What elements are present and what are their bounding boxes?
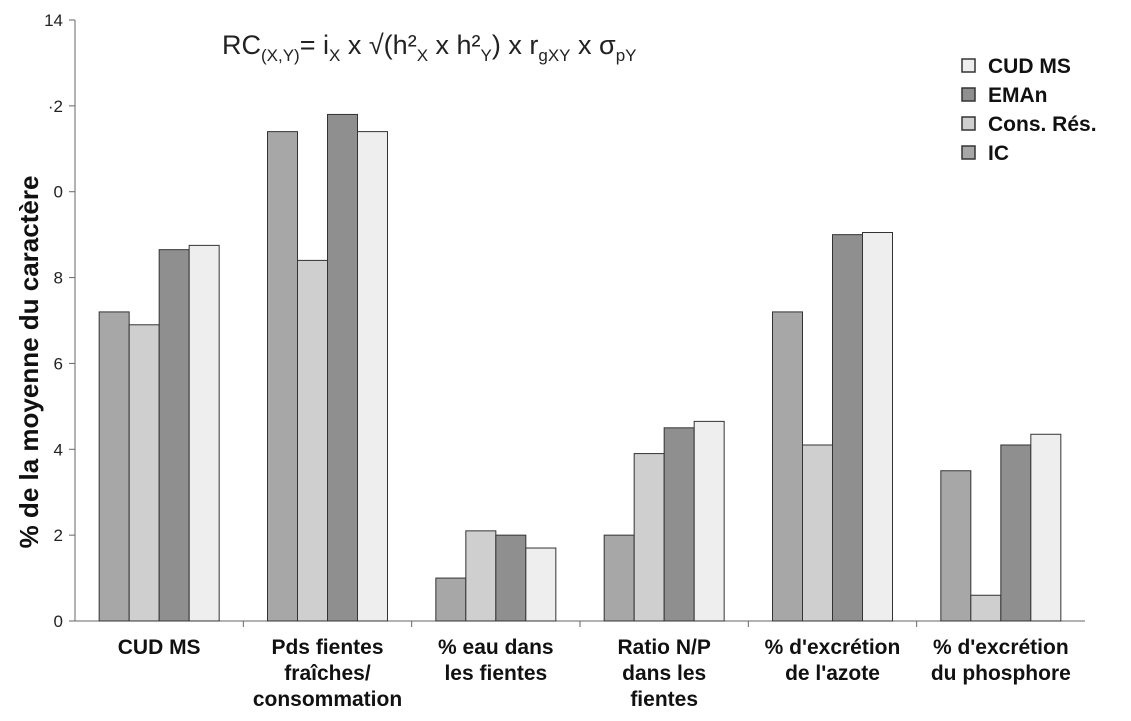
bar-cons-r-s- bbox=[802, 444, 833, 622]
y-tick-label: 4 bbox=[54, 440, 63, 459]
bar-cons-r-s- bbox=[128, 324, 160, 622]
x-category-label: % d'excrétion du phosphore bbox=[931, 636, 1071, 685]
y-tick-label: 0 bbox=[54, 612, 63, 631]
bar-eman bbox=[832, 234, 863, 622]
legend-swatch bbox=[961, 116, 976, 131]
bar-cons-r-s- bbox=[297, 259, 328, 622]
bar-cud-ms bbox=[693, 420, 725, 622]
bar-eman bbox=[663, 427, 695, 622]
y-tick-label: 14 bbox=[44, 11, 63, 30]
bar-cud-ms bbox=[357, 131, 388, 622]
chart-bars bbox=[98, 113, 1062, 622]
x-category-label: % d'excrétion de l'azote bbox=[765, 636, 901, 685]
y-tick-label: ·2 bbox=[48, 97, 63, 116]
bar-cons-r-s- bbox=[465, 530, 497, 622]
bar-ic bbox=[940, 470, 972, 622]
x-category-labels: CUD MS Pds fientes fraîches/consommation % … bbox=[118, 636, 1071, 711]
bar-ic bbox=[267, 131, 298, 622]
bar-cons-r-s- bbox=[970, 594, 1002, 622]
y-axis-title: % de la moyenne du caractère bbox=[14, 176, 44, 549]
x-category-label: Ratio N/P dans les fientes bbox=[617, 636, 710, 711]
x-category-label: % eau dans les fientes bbox=[438, 636, 554, 685]
chart-axes bbox=[69, 19, 1085, 627]
legend-label: Cons. Rés. bbox=[988, 113, 1097, 136]
bar-ic bbox=[772, 311, 803, 622]
bar-eman bbox=[327, 113, 358, 622]
legend-swatch bbox=[961, 58, 976, 73]
bar-ic bbox=[603, 534, 635, 622]
bar-eman bbox=[495, 534, 527, 622]
bar-cud-ms bbox=[525, 547, 557, 622]
chart-legend: CUD MS EMAn Cons. Rés. IC bbox=[961, 55, 1097, 165]
y-tick-label: 6 bbox=[54, 354, 63, 373]
bar-cud-ms bbox=[1030, 433, 1062, 622]
bar-ic bbox=[98, 311, 130, 622]
bar-ic bbox=[435, 577, 467, 622]
y-tick-label: 2 bbox=[54, 526, 63, 545]
chart-formula-title: RC(X,Y)= iX x √(h²X x h²Y) x rgXY x σpY bbox=[222, 30, 637, 65]
legend-label: EMAn bbox=[988, 84, 1048, 107]
legend-swatch bbox=[961, 145, 976, 160]
y-tick-labels: 0 2 4 6 8 0 ·2 14 bbox=[44, 11, 63, 631]
bar-cons-r-s- bbox=[633, 453, 665, 622]
legend-label: IC bbox=[988, 142, 1009, 165]
bar-eman bbox=[1000, 444, 1032, 622]
bar-cud-ms bbox=[862, 231, 893, 622]
bar-eman bbox=[158, 249, 190, 622]
y-tick-label: 0 bbox=[54, 183, 63, 202]
y-tick-label: 8 bbox=[54, 269, 63, 288]
legend-swatch bbox=[961, 87, 976, 102]
bar-cud-ms bbox=[188, 244, 220, 622]
x-category-label: Pds fientes fraîches/consommation bbox=[253, 636, 402, 711]
legend-label: CUD MS bbox=[988, 55, 1071, 78]
x-category-label: CUD MS bbox=[118, 636, 201, 659]
